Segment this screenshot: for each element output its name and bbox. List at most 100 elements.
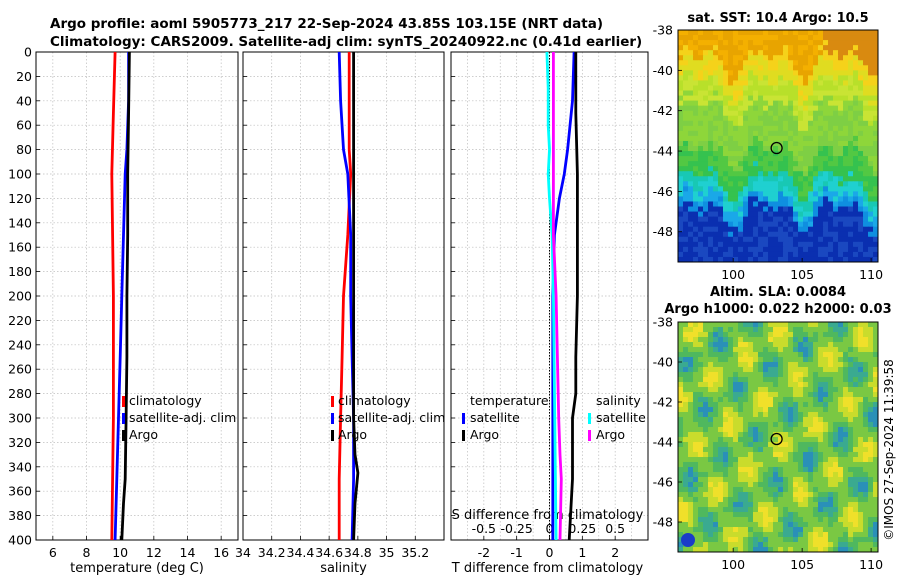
map-cell	[738, 171, 744, 177]
map-cell	[838, 482, 844, 488]
map-cell	[753, 362, 759, 368]
map-cell	[778, 397, 784, 403]
map-cell	[708, 231, 714, 238]
map-cell	[868, 60, 874, 66]
map-cell	[758, 191, 764, 197]
map-cell	[793, 337, 799, 343]
map-cell	[773, 357, 779, 363]
map-cell	[708, 362, 714, 368]
map-cell	[723, 457, 729, 463]
map-cell	[738, 191, 744, 197]
map-cell	[758, 251, 764, 258]
map-cell	[683, 80, 689, 86]
map-cell	[823, 85, 829, 92]
map-cell	[803, 105, 809, 112]
map-cell	[758, 176, 764, 182]
map-cell	[813, 367, 819, 373]
map-cell	[858, 527, 864, 533]
map-cell	[793, 120, 799, 127]
map-cell	[683, 226, 689, 233]
map-cell	[743, 492, 749, 498]
map-cell	[713, 221, 719, 228]
map-cell	[808, 447, 814, 453]
map-cell	[713, 507, 719, 513]
map-cell	[848, 517, 854, 523]
map-cell	[728, 347, 734, 353]
map-cell	[853, 181, 859, 187]
map-cell	[793, 512, 799, 518]
map-cell	[843, 226, 849, 233]
map-cell	[778, 347, 784, 353]
map-cell	[698, 130, 704, 137]
map-cell	[733, 397, 739, 403]
map-cell	[778, 236, 784, 243]
map-cell	[813, 537, 819, 543]
map-cell	[808, 427, 814, 433]
map-cell	[678, 30, 684, 36]
map-cell	[873, 407, 879, 413]
map-cell	[858, 327, 864, 333]
map-cell	[693, 70, 699, 76]
map-cell	[693, 527, 699, 533]
map-cell	[793, 65, 799, 71]
map-cell	[808, 382, 814, 388]
map-cell	[843, 115, 849, 122]
series-line-t-argo	[567, 52, 579, 541]
map-cell	[748, 85, 754, 92]
map-cell	[678, 206, 684, 213]
map-cell	[713, 352, 719, 358]
map-cell	[788, 35, 794, 41]
map-cell	[738, 35, 744, 41]
map-cell	[678, 241, 684, 248]
map-cell	[863, 125, 869, 132]
map-cell	[723, 382, 729, 388]
map-cell	[818, 377, 824, 383]
map-cell	[833, 256, 839, 263]
map-cell	[813, 70, 819, 76]
map-cell	[763, 397, 769, 403]
map-cell	[713, 146, 719, 152]
map-cell	[693, 397, 699, 403]
map-cell	[848, 231, 854, 238]
map-cell	[773, 85, 779, 92]
map-cell	[858, 115, 864, 122]
map-cell	[718, 85, 724, 92]
map-cell	[793, 45, 799, 51]
map-cell	[858, 110, 864, 117]
map-cell	[863, 115, 869, 122]
map-cell	[683, 362, 689, 368]
map-cell	[853, 327, 859, 333]
map-cell	[863, 216, 869, 223]
map-cell	[698, 110, 704, 117]
map-cell	[678, 191, 684, 197]
map-cell	[813, 397, 819, 403]
map-cell	[713, 467, 719, 473]
map-cell	[788, 241, 794, 248]
map-cell	[818, 327, 824, 333]
map-cell	[748, 382, 754, 388]
map-cell	[733, 256, 739, 263]
map-cell	[863, 437, 869, 443]
map-cell	[828, 35, 834, 41]
map-cell	[708, 397, 714, 403]
map-cell	[828, 196, 834, 202]
map-cell	[698, 432, 704, 438]
map-cell	[823, 216, 829, 223]
legend-label-s-satellite: satellite	[596, 410, 646, 425]
map-cell	[693, 80, 699, 86]
map-cell	[848, 327, 854, 333]
map-cell	[713, 100, 719, 107]
map-cell	[723, 211, 729, 218]
map-cell	[783, 532, 789, 538]
map-cell	[693, 211, 699, 218]
map-cell	[708, 211, 714, 218]
map-cell	[873, 70, 879, 76]
map-cell	[683, 85, 689, 92]
map-cell	[798, 181, 804, 187]
map-cell	[728, 402, 734, 408]
map-cell	[763, 196, 769, 202]
map-cell	[723, 487, 729, 493]
map-cell	[713, 487, 719, 493]
map-cell	[748, 327, 754, 333]
